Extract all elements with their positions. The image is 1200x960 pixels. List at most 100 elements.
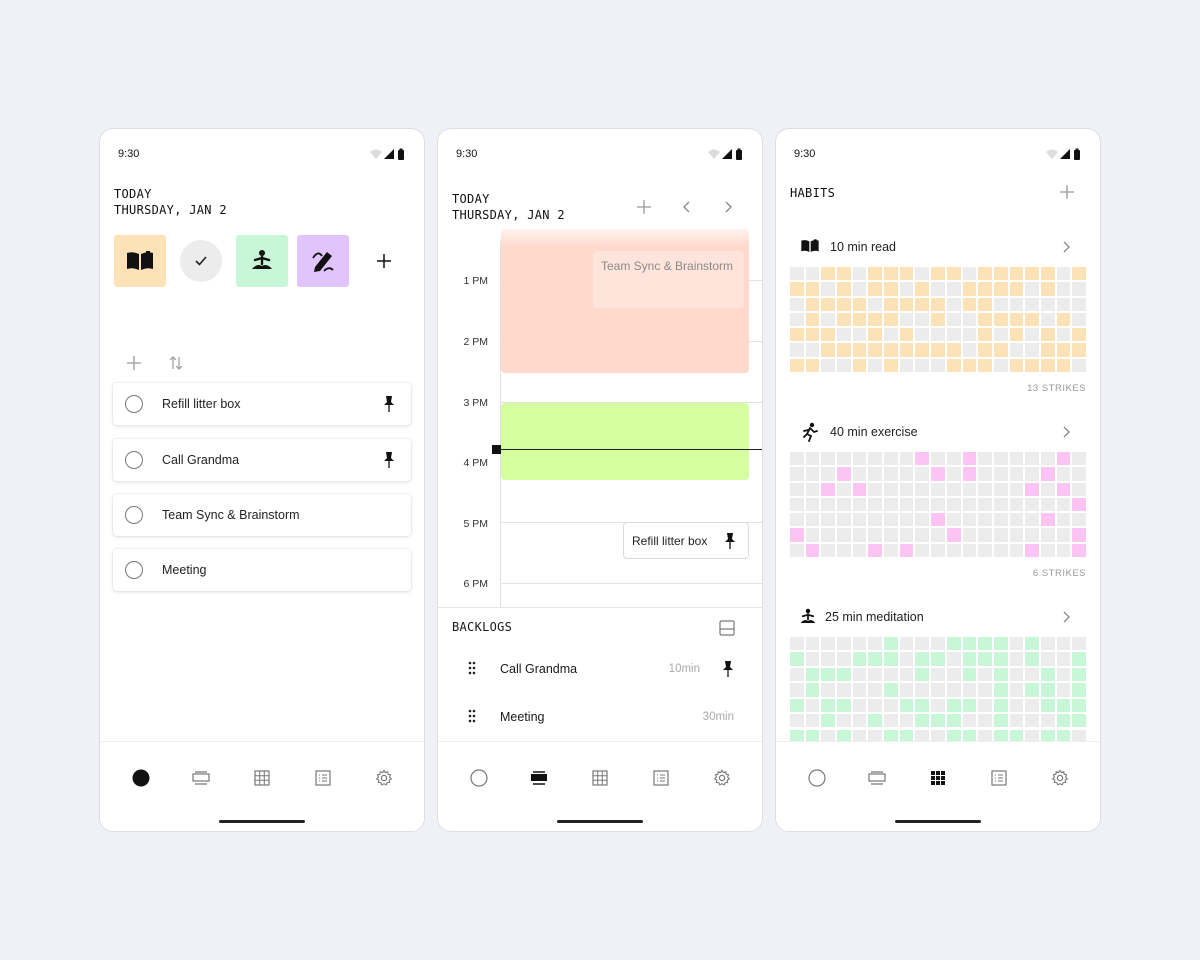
nav-today[interactable] [805, 766, 829, 790]
heatmap-cell [962, 528, 977, 542]
heatmap-cell [1009, 497, 1024, 512]
heatmap-cell [790, 698, 804, 712]
heatmap-cell [790, 683, 804, 697]
nav-today[interactable] [129, 766, 153, 790]
habit-button-meditation[interactable] [236, 235, 288, 287]
backlog-item[interactable]: Meeting 30min [438, 697, 762, 737]
nav-settings[interactable] [372, 766, 396, 790]
nav-habits[interactable] [588, 766, 612, 790]
heatmap-cell [962, 267, 977, 281]
task-item[interactable]: Meeting [113, 549, 411, 591]
sort-button[interactable] [166, 353, 186, 373]
habit-button-read[interactable] [114, 235, 166, 287]
nav-timeline[interactable] [189, 766, 213, 790]
pin-icon[interactable] [383, 451, 395, 469]
heatmap-cell [1072, 637, 1086, 651]
heatmap-cell [852, 343, 867, 357]
task-checkbox[interactable] [125, 506, 143, 524]
backlog-item[interactable]: Call Grandma 10min [438, 649, 762, 689]
heatmap-cell [931, 267, 945, 281]
event-block[interactable] [501, 403, 749, 480]
chevron-right-icon[interactable] [1062, 611, 1070, 623]
heatmap-cell [790, 497, 804, 512]
heatmap-cell [899, 528, 914, 542]
hour-label: 4 PM [463, 457, 488, 469]
heatmap-cell [837, 714, 851, 728]
heatmap-cell [915, 698, 930, 712]
nav-habits[interactable] [250, 766, 274, 790]
heatmap-cell [1025, 652, 1039, 666]
list-icon [653, 770, 669, 786]
heatmap-cell [790, 513, 804, 527]
running-icon [803, 422, 818, 442]
pin-icon[interactable] [724, 532, 736, 550]
plus-icon [377, 254, 391, 268]
drag-handle-icon[interactable] [468, 661, 476, 675]
heatmap-cell [1072, 358, 1086, 373]
bottom-nav [776, 741, 1100, 831]
drag-handle-icon[interactable] [468, 709, 476, 723]
nav-settings[interactable] [1048, 766, 1072, 790]
task-item[interactable]: Refill litter box [113, 383, 411, 425]
chevron-right-icon[interactable] [1062, 241, 1070, 253]
nav-settings[interactable] [710, 766, 734, 790]
nav-habits[interactable] [926, 766, 950, 790]
next-day-button[interactable] [718, 197, 738, 217]
heatmap-cell [978, 267, 992, 281]
previous-day-button[interactable] [677, 197, 697, 217]
heatmap-cell [1056, 683, 1071, 697]
heatmap-cell [1009, 358, 1024, 373]
nav-timeline[interactable] [865, 766, 889, 790]
task-checkbox[interactable] [125, 451, 143, 469]
add-habit-button[interactable] [372, 249, 396, 273]
heatmap-cell [790, 282, 804, 296]
heatmap-cell [1072, 683, 1086, 697]
heatmap-cell [821, 528, 836, 542]
task-checkbox[interactable] [125, 561, 143, 579]
task-item[interactable]: Team Sync & Brainstorm [113, 494, 411, 536]
meditation-icon [800, 608, 816, 623]
pinned-task-card[interactable]: Refill litter box [623, 522, 749, 559]
habit-button-check[interactable] [180, 240, 222, 282]
heatmap-cell [837, 652, 851, 666]
heatmap-cell [978, 497, 992, 512]
heatmap-cell [1040, 698, 1055, 712]
heatmap-cell [868, 543, 883, 558]
add-task-button[interactable] [124, 353, 144, 373]
event-block[interactable]: Team Sync & Brainstorm [501, 229, 749, 373]
chevron-right-icon[interactable] [1062, 426, 1070, 438]
nav-timeline[interactable] [527, 766, 551, 790]
heatmap-cell [962, 297, 977, 311]
add-event-button[interactable] [634, 197, 654, 217]
backlog-duration: 30min [702, 711, 734, 723]
nav-today[interactable] [467, 766, 491, 790]
hour-label: 6 PM [463, 578, 488, 590]
heatmap-cell [899, 482, 914, 496]
pin-icon[interactable] [383, 395, 395, 413]
heatmap-cell [1056, 652, 1071, 666]
heatmap-cell [852, 452, 867, 466]
heatmap-cell [868, 452, 883, 466]
heatmap-cell [962, 698, 977, 712]
heatmap-cell [852, 683, 867, 697]
task-checkbox[interactable] [125, 395, 143, 413]
heatmap-cell [790, 267, 804, 281]
habit-button-journal[interactable] [297, 235, 349, 287]
task-item[interactable]: Call Grandma [113, 439, 411, 481]
heatmap-cell [805, 637, 820, 651]
nav-list[interactable] [649, 766, 673, 790]
nav-list[interactable] [987, 766, 1011, 790]
heatmap-cell [1072, 297, 1086, 311]
pin-icon[interactable] [722, 660, 734, 678]
heatmap-cell [962, 452, 977, 466]
nav-list[interactable] [311, 766, 335, 790]
collapse-backlogs-button[interactable] [717, 618, 737, 638]
heatmap-cell [962, 312, 977, 327]
heatmap-cell [805, 282, 820, 296]
hour-label: 3 PM [463, 397, 488, 409]
heatmap-cell [852, 312, 867, 327]
heatmap-cell [1056, 452, 1071, 466]
add-habit-button[interactable] [1056, 181, 1078, 203]
heatmap-cell [1072, 452, 1086, 466]
heatmap-cell [852, 652, 867, 666]
